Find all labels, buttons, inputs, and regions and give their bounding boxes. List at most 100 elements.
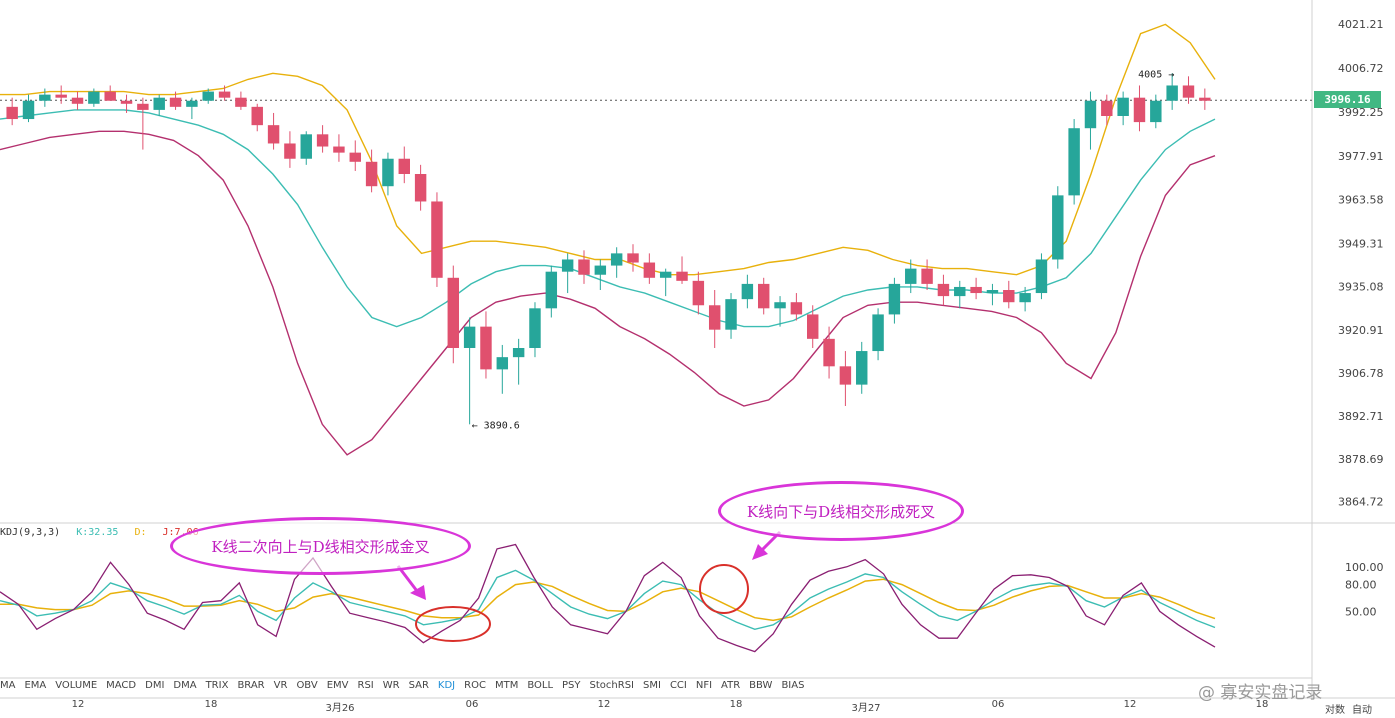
indicator-tab-ma[interactable]: MA <box>0 680 16 691</box>
candle-body <box>921 268 933 284</box>
indicator-tab-atr[interactable]: ATR <box>721 680 741 691</box>
indicator-tab-smi[interactable]: SMI <box>643 680 661 691</box>
candle <box>807 305 819 348</box>
indicator-tab-bias[interactable]: BIAS <box>781 680 805 691</box>
kdj-k-line <box>0 569 1216 631</box>
candle-body <box>39 94 51 101</box>
candle <box>1182 76 1195 104</box>
indicator-tab-sar[interactable]: SAR <box>408 680 429 691</box>
candle <box>202 88 214 104</box>
indicator-tab-emv[interactable]: EMV <box>326 680 349 691</box>
price-tick-label: 3977.91 <box>1338 150 1384 163</box>
candle-body <box>872 314 884 352</box>
kdj-series <box>0 543 1216 653</box>
indicator-tab-ema[interactable]: EMA <box>24 680 47 691</box>
candle-body <box>1117 97 1129 116</box>
candle-body <box>316 134 329 147</box>
indicator-tab-nfi[interactable]: NFI <box>695 680 713 691</box>
indicator-tab-cci[interactable]: CCI <box>669 680 687 691</box>
indicator-tab-brar[interactable]: BRAR <box>237 680 265 691</box>
candle-body <box>267 125 280 144</box>
candle <box>790 293 803 321</box>
candle-body <box>937 283 950 297</box>
candle-body <box>790 302 803 315</box>
candle <box>349 140 361 171</box>
time-axis-label: 18 <box>1255 699 1269 710</box>
indicator-tab-dma[interactable]: DMA <box>173 680 197 691</box>
indicator-tab-stochrsi[interactable]: StochRSI <box>589 680 634 691</box>
candle-body <box>1084 100 1097 129</box>
candle <box>398 146 410 184</box>
candle-body <box>463 326 476 348</box>
candle-body <box>643 262 656 278</box>
candle <box>1117 91 1129 126</box>
candle-body <box>88 91 100 104</box>
last-price-badge: 3996.16 <box>1314 91 1381 109</box>
indicator-tab-macd[interactable]: MACD <box>106 680 137 691</box>
time-axis: 12 18 3月26 06 12 18 3月27 06 12 18 <box>0 699 1310 717</box>
candle-body <box>1150 100 1162 123</box>
indicator-tab-dmi[interactable]: DMI <box>145 680 165 691</box>
candle <box>823 326 835 379</box>
candle-body <box>970 286 982 294</box>
candle-body <box>1003 290 1015 303</box>
candle-body <box>676 271 688 281</box>
candle <box>186 97 198 120</box>
indicator-tab-trix[interactable]: TRIX <box>205 680 229 691</box>
price-tick-label: 3906.78 <box>1338 367 1384 380</box>
candle-body <box>905 268 917 284</box>
candle-body <box>823 338 835 367</box>
indicator-tab-boll[interactable]: BOLL <box>527 680 554 691</box>
death-cross-annotation: K线向下与D线相交形成死叉 <box>718 481 964 541</box>
indicator-tab-rsi[interactable]: RSI <box>357 680 374 691</box>
price-tick-label: 3949.31 <box>1338 237 1384 250</box>
indicator-tab-psy[interactable]: PSY <box>562 680 581 691</box>
candle <box>300 131 312 165</box>
candle <box>1003 280 1015 309</box>
candle-body <box>856 351 868 385</box>
auto-scale-button[interactable]: 自动 <box>1352 705 1372 716</box>
price-tick-label: 3992.25 <box>1338 106 1384 119</box>
candle <box>414 164 427 211</box>
indicator-tab-kdj[interactable]: KDJ <box>437 680 456 691</box>
indicator-tab-bbw[interactable]: BBW <box>749 680 773 691</box>
candle <box>905 259 917 294</box>
candle <box>496 344 509 394</box>
candle <box>676 256 688 284</box>
indicator-tab-volume[interactable]: VOLUME <box>55 680 98 691</box>
indicator-tab-roc[interactable]: ROC <box>464 680 486 691</box>
candle <box>267 112 280 150</box>
log-scale-button[interactable]: 对数 <box>1325 705 1345 716</box>
candle-body <box>55 94 67 98</box>
candle <box>6 97 18 126</box>
candle <box>431 192 443 287</box>
candle <box>986 283 999 306</box>
candle <box>1084 91 1097 150</box>
candle-body <box>137 103 149 110</box>
candle <box>55 85 67 104</box>
price-tick-label: 3920.91 <box>1338 324 1384 337</box>
candle <box>284 131 296 168</box>
indicator-tab-wr[interactable]: WR <box>382 680 400 691</box>
time-axis-label: 12 <box>71 699 85 710</box>
candle <box>1019 286 1031 312</box>
time-axis-label: 12 <box>597 699 611 710</box>
candle-body <box>382 158 394 187</box>
candle-body <box>627 253 639 263</box>
candle-body <box>610 253 623 266</box>
candle-body <box>1035 259 1048 294</box>
candle <box>316 125 329 153</box>
death-cross-circle <box>699 564 749 614</box>
candle-body <box>725 299 737 330</box>
indicator-tab-vr[interactable]: VR <box>273 680 288 691</box>
indicator-tab-obv[interactable]: OBV <box>296 680 318 691</box>
candle-body <box>333 146 345 153</box>
price-tick-label: 3864.72 <box>1338 495 1384 508</box>
indicator-tab-mtm[interactable]: MTM <box>494 680 519 691</box>
candle-body <box>120 100 133 104</box>
kdj-j-line <box>0 543 1216 653</box>
candle-body <box>1199 97 1211 101</box>
golden-cross-circle <box>415 606 491 642</box>
candle-body <box>365 161 378 187</box>
